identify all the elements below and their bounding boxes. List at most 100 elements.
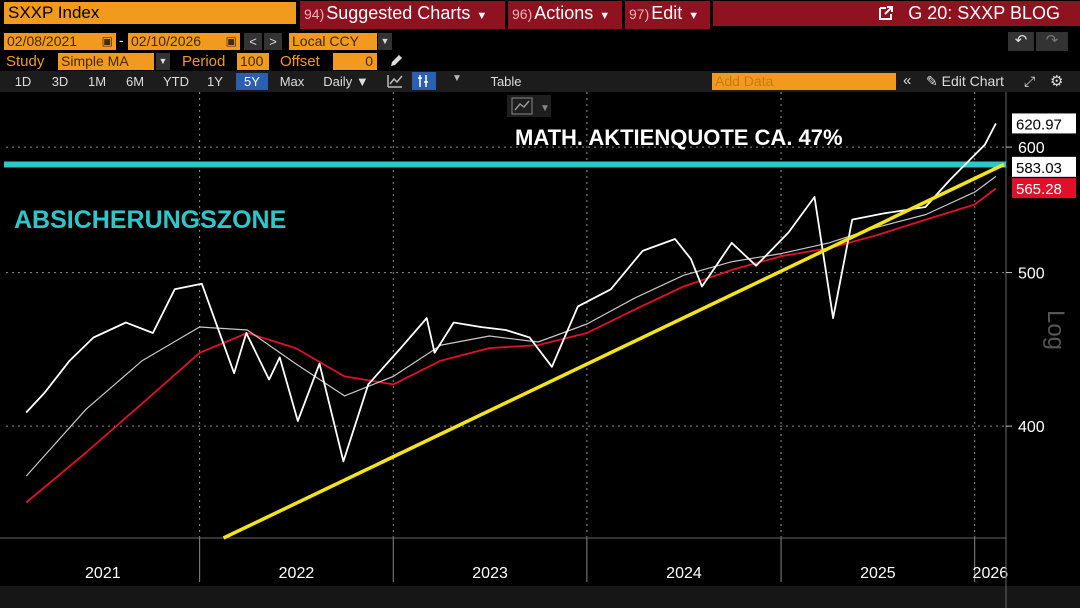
price-labels: 620.97 583.03 565.28 <box>1012 113 1076 199</box>
x-axis: 2021 2022 2023 2024 2025 2026 <box>0 537 1080 608</box>
calendar-icon[interactable]: ▣ <box>101 34 113 48</box>
range-button-1m[interactable]: 1M <box>87 74 107 89</box>
frequency-select[interactable]: Daily ▼ <box>323 74 369 89</box>
add-data-placeholder: Add Data <box>715 73 774 89</box>
currency-select[interactable]: Local CCY <box>289 33 377 50</box>
price-label-box <box>1012 113 1076 134</box>
next-period-button[interactable]: > <box>264 33 282 50</box>
price-label-text: 565.28 <box>1016 181 1062 198</box>
date-separator: - <box>119 32 124 48</box>
chart-type-dropdown-icon[interactable]: ▼ <box>452 73 462 84</box>
chart-mini-toolbar[interactable]: ▼ <box>507 95 551 117</box>
x-tick-label: 2022 <box>279 565 315 582</box>
x-tick-label: 2024 <box>666 565 702 582</box>
table-button[interactable]: Table <box>476 73 536 90</box>
y-axis: 400 500 600 <box>1005 92 1045 608</box>
price-label-box <box>1012 156 1076 177</box>
trendline <box>222 162 1005 540</box>
study-select[interactable]: Simple MA <box>58 53 154 70</box>
period-value: 100 <box>240 53 264 69</box>
price-label-text: 583.03 <box>1016 160 1062 177</box>
collapse-icon[interactable]: « <box>903 72 912 89</box>
range-button-max[interactable]: Max <box>279 74 305 89</box>
range-button-6m[interactable]: 6M <box>125 74 145 89</box>
pencil-icon[interactable] <box>388 53 404 74</box>
series-line-ma-long <box>25 187 997 504</box>
price-label-text: 620.97 <box>1016 116 1062 133</box>
series-line-price <box>25 122 997 463</box>
annotation-absicherungszone: ABSICHERUNGSZONE <box>14 206 286 234</box>
chart-title: G 20: SXXP BLOG <box>908 3 1060 23</box>
log-scale-label: Log <box>1042 310 1069 350</box>
study-row: Study Simple MA ▼ Period 100 Offset 0 <box>0 52 1080 71</box>
range-button-3d[interactable]: 3D <box>51 74 69 89</box>
chevron-down-icon: ▼ <box>476 10 488 22</box>
range-button-1y[interactable]: 1Y <box>207 74 223 89</box>
annotation-aktienquote: MATH. AKTIENQUOTE CA. 47% <box>515 125 843 150</box>
currency-dropdown-icon[interactable]: ▼ <box>378 33 392 50</box>
menu-label: Suggested Charts <box>326 3 471 23</box>
start-date-value: 02/08/2021 <box>7 33 78 49</box>
edit-menu[interactable]: 97) Edit ▼ <box>625 1 710 29</box>
chevron-down-icon[interactable]: ▼ <box>540 103 550 114</box>
period-input[interactable]: 100 <box>237 53 269 70</box>
candle-chart-icon[interactable] <box>412 72 436 90</box>
menu-label: Actions <box>534 3 594 23</box>
redo-icon[interactable]: ↷ <box>1036 32 1068 51</box>
edit-chart-label: Edit Chart <box>941 73 1004 89</box>
x-tick-label: 2026 <box>973 565 1009 582</box>
range-button-5y[interactable]: 5Y <box>236 73 268 90</box>
trendline-line <box>222 162 1005 540</box>
suggested-charts-menu[interactable]: 94) Suggested Charts ▼ <box>300 1 505 29</box>
chevron-down-icon: ▼ <box>599 10 611 22</box>
series-lines <box>25 122 997 504</box>
chevron-down-icon: ▼ <box>688 10 700 22</box>
y-tick-label: 500 <box>1018 266 1045 283</box>
menu-label: Edit <box>651 3 683 23</box>
top-toolbar: SXXP Index 94) Suggested Charts ▼ 96) Actio… <box>0 0 1080 29</box>
menu-number: 96) <box>512 6 533 22</box>
offset-input[interactable]: 0 <box>333 53 377 70</box>
x-tick-label: 2023 <box>472 565 508 582</box>
line-chart-icon[interactable] <box>386 73 404 94</box>
export-icon[interactable] <box>878 1 894 26</box>
range-button-1d[interactable]: 1D <box>14 74 32 89</box>
price-label-box <box>1012 178 1076 199</box>
study-label: Study <box>6 53 45 70</box>
x-tick-label: 2025 <box>860 565 896 582</box>
price-chart[interactable]: 2021 2022 2023 2024 2025 2026 400 500 600 620.9… <box>0 92 1080 608</box>
actions-menu[interactable]: 96) Actions ▼ <box>508 1 622 29</box>
menu-number: 94) <box>304 6 325 22</box>
undo-icon[interactable]: ↶ <box>1008 32 1034 51</box>
study-type-value: Simple MA <box>61 53 129 69</box>
menu-number: 97) <box>629 6 650 22</box>
offset-value: 0 <box>365 53 373 69</box>
y-tick-label: 400 <box>1018 419 1045 436</box>
gear-icon[interactable]: ⚙ <box>1050 73 1064 90</box>
grid <box>6 92 1006 538</box>
offset-label: Offset <box>280 53 320 70</box>
add-data-input[interactable]: Add Data <box>712 73 896 90</box>
calendar-icon[interactable]: ▣ <box>225 34 237 48</box>
period-label: Period <box>182 53 226 70</box>
table-label: Table <box>490 74 522 89</box>
currency-value: Local CCY <box>292 33 359 49</box>
chart-title-tab[interactable]: G 20: SXXP BLOG <box>713 1 1080 26</box>
ticker-field[interactable]: SXXP Index <box>4 2 296 24</box>
study-dropdown-icon[interactable]: ▼ <box>156 53 170 70</box>
expand-icon[interactable]: ⤢ <box>1024 73 1036 89</box>
start-date-field[interactable]: 02/08/2021 ▣ <box>4 33 116 50</box>
x-tick-label: 2021 <box>85 565 121 582</box>
frequency-value: Daily <box>323 74 353 89</box>
end-date-field[interactable]: 02/10/2026 ▣ <box>128 33 240 50</box>
edit-chart-button[interactable]: ✎ Edit Chart <box>926 73 1004 90</box>
status-strip <box>0 586 1080 608</box>
end-date-value: 02/10/2026 <box>131 33 202 49</box>
range-button-ytd[interactable]: YTD <box>163 74 189 89</box>
y-tick-label: 600 <box>1018 140 1045 157</box>
prev-period-button[interactable]: < <box>244 33 262 50</box>
pencil-icon: ✎ <box>926 73 938 89</box>
ticker-label: SXXP Index <box>8 3 100 22</box>
date-range-row: 02/08/2021 ▣ - 02/10/2026 ▣ < > Local CC… <box>0 30 1080 52</box>
chart-type-icon[interactable] <box>511 97 533 115</box>
